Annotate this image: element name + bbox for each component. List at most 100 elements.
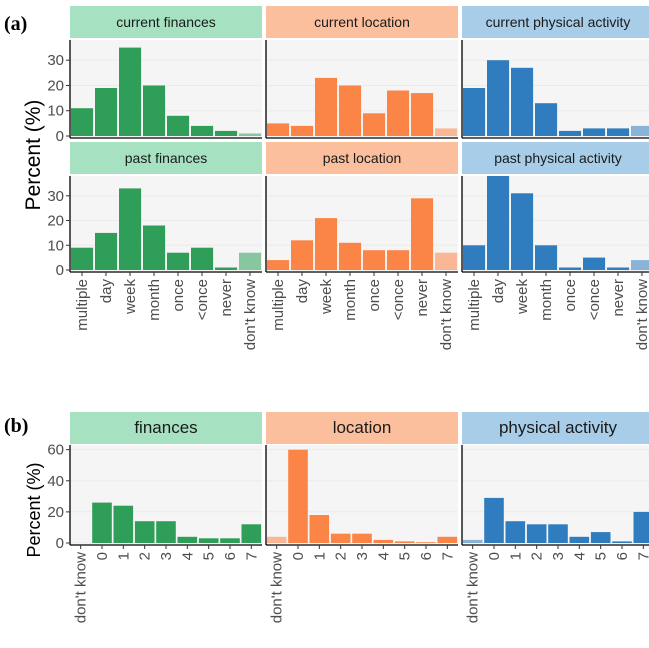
facet-strip-b-2 (462, 412, 649, 444)
x-tick-label-a-4-5: <once (390, 279, 407, 320)
bar-b-2-2 (505, 521, 526, 543)
x-tick-label-a-4-3: month (342, 279, 359, 321)
bar-a-1-4 (363, 113, 386, 136)
x-tick-label-b-1-1: 0 (290, 552, 307, 560)
bar-a-0-3 (143, 85, 166, 136)
bar-a-4-6 (411, 198, 434, 270)
bar-a-2-2 (511, 67, 534, 136)
bar-b-2-5 (569, 536, 590, 543)
x-tick-label-b-1-5: 4 (375, 552, 392, 560)
bar-a-1-0 (267, 123, 290, 136)
bar-a-5-2 (511, 193, 534, 270)
bar-a-0-5 (191, 125, 214, 136)
x-tick-label-b-1-8: 7 (439, 552, 456, 560)
facet-title-b-2: physical activity (499, 418, 618, 437)
x-tick-label-b-2-6: 5 (593, 552, 610, 560)
bar-a-4-4 (363, 250, 386, 270)
facet-strip-a-5 (462, 142, 649, 174)
x-tick-label-b-1-6: 5 (397, 552, 414, 560)
bar-b-0-3 (134, 521, 155, 543)
bar-b-1-1 (288, 449, 308, 543)
bar-b-1-7 (416, 542, 436, 543)
bar-a-5-7 (631, 260, 649, 270)
bar-a-3-7 (239, 252, 262, 270)
facet-title-a-5: past physical activity (494, 150, 622, 166)
facet-strip-a-0 (70, 6, 262, 38)
bar-a-5-6 (607, 267, 630, 270)
x-tick-label-a-4-6: never (414, 279, 431, 317)
facet-title-a-4: past location (323, 150, 402, 166)
x-tick-label-a-5-7: don't know (634, 279, 649, 350)
x-tick-label-b-1-7: 6 (418, 552, 435, 560)
bar-a-0-4 (167, 115, 190, 136)
bar-b-0-7 (220, 538, 240, 543)
bar-b-0-4 (156, 521, 176, 543)
x-tick-label-b-2-0: don't know (465, 552, 482, 623)
bar-a-5-0 (463, 245, 486, 270)
bar-b-1-3 (330, 533, 351, 543)
y-tick-label-a-0-3: 30 (47, 52, 64, 69)
x-tick-label-b-2-7: 6 (614, 552, 631, 560)
bar-b-2-1 (484, 497, 504, 543)
bar-b-0-2 (113, 505, 134, 543)
x-tick-label-a-5-6: never (610, 279, 627, 317)
bar-a-4-2 (315, 218, 338, 270)
bar-b-1-6 (394, 541, 415, 543)
facet-title-a-1: current location (314, 14, 410, 30)
bar-b-2-4 (548, 524, 568, 543)
bar-b-0-6 (198, 538, 219, 543)
x-tick-label-a-3-3: month (146, 279, 163, 321)
x-tick-label-a-5-2: week (514, 279, 531, 316)
facet-strip-a-2 (462, 6, 649, 38)
y-axis-label-a: Percent (%) (22, 100, 45, 211)
x-tick-label-a-5-4: once (562, 279, 579, 312)
bar-a-5-5 (583, 257, 606, 270)
bar-a-5-4 (559, 267, 582, 270)
facet-title-a-0: current finances (116, 14, 216, 30)
y-tick-label-b-0-3: 60 (47, 442, 64, 459)
panel-label-a: (a) (4, 13, 27, 35)
bar-a-0-2 (119, 47, 142, 136)
x-tick-label-b-0-1: 0 (94, 552, 111, 560)
bar-b-0-8 (241, 524, 262, 543)
y-tick-label-a-3-3: 30 (47, 188, 64, 205)
x-tick-label-b-1-0: don't know (269, 552, 286, 623)
x-tick-label-b-2-1: 0 (486, 552, 503, 560)
bar-a-2-6 (607, 128, 630, 136)
x-tick-label-a-3-1: day (98, 279, 115, 304)
facet-title-b-1: location (333, 418, 392, 437)
y-tick-label-a-0-0: 0 (56, 128, 64, 145)
x-tick-label-b-1-2: 1 (311, 552, 328, 560)
y-axis-label-b: Percent (%) (24, 462, 44, 557)
y-tick-label-a-0-1: 10 (47, 103, 64, 120)
x-tick-label-a-3-7: don't know (242, 279, 259, 350)
bar-a-1-6 (411, 93, 434, 136)
bar-a-2-0 (463, 88, 486, 136)
bar-a-5-1 (487, 176, 510, 270)
bar-a-3-5 (191, 247, 214, 270)
x-tick-label-a-4-0: multiple (270, 279, 287, 331)
y-tick-label-b-0-1: 20 (47, 504, 64, 521)
bar-a-0-7 (239, 133, 262, 136)
bar-a-2-7 (631, 125, 649, 136)
facet-strip-b-0 (70, 412, 262, 444)
bar-a-2-3 (535, 103, 558, 136)
bar-a-3-3 (143, 225, 166, 270)
x-tick-label-a-3-5: <once (194, 279, 211, 320)
bar-b-0-1 (92, 502, 112, 543)
x-tick-label-b-2-8: 7 (635, 552, 649, 560)
x-tick-label-a-3-4: once (170, 279, 187, 312)
bar-a-4-5 (387, 250, 410, 270)
x-tick-label-a-5-5: <once (586, 279, 603, 320)
x-tick-label-b-0-2: 1 (115, 552, 132, 560)
bar-a-4-3 (339, 242, 362, 270)
y-tick-label-a-0-2: 20 (47, 77, 64, 94)
x-tick-label-b-1-3: 2 (333, 552, 350, 560)
x-tick-label-a-4-1: day (294, 279, 311, 304)
bar-a-2-5 (583, 128, 606, 136)
x-tick-label-a-3-6: never (218, 279, 235, 317)
facet-title-b-0: finances (134, 418, 197, 437)
bar-a-3-1 (95, 232, 118, 270)
bar-b-1-4 (352, 533, 372, 543)
bar-a-3-2 (119, 188, 142, 270)
